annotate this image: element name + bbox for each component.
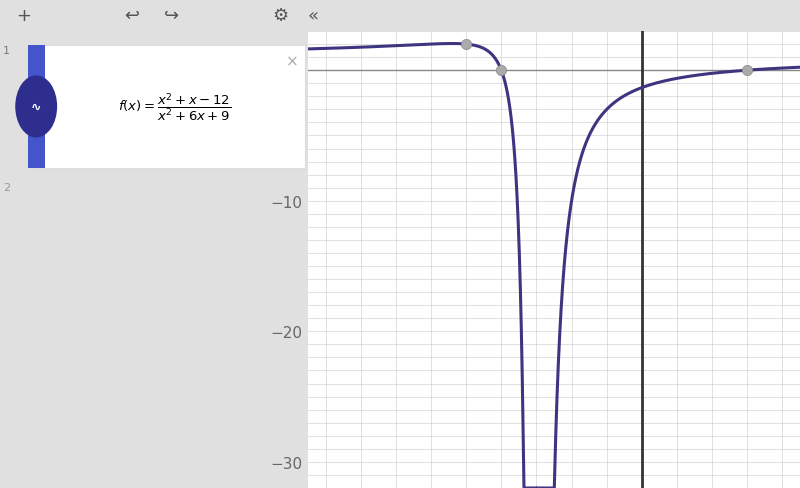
Text: ×: × (286, 55, 298, 70)
Circle shape (15, 76, 57, 138)
Text: «: « (308, 7, 319, 25)
Text: ↩: ↩ (124, 7, 139, 25)
Bar (28, 45, 45, 169)
Point (495, 67, 508, 75)
Text: ↪: ↪ (164, 7, 179, 25)
Bar (28, 45, 305, 169)
Point (741, 67, 754, 75)
Text: ∿: ∿ (31, 101, 42, 114)
Text: 2: 2 (3, 183, 10, 192)
Point (460, 41, 473, 49)
Text: 1: 1 (3, 45, 10, 56)
Text: +: + (16, 7, 31, 25)
Text: $f\left(x\right)=\dfrac{x^2+x-12}{x^2+6x+9}$: $f\left(x\right)=\dfrac{x^2+x-12}{x^2+6x… (118, 91, 231, 123)
Text: ⚙: ⚙ (272, 7, 288, 25)
